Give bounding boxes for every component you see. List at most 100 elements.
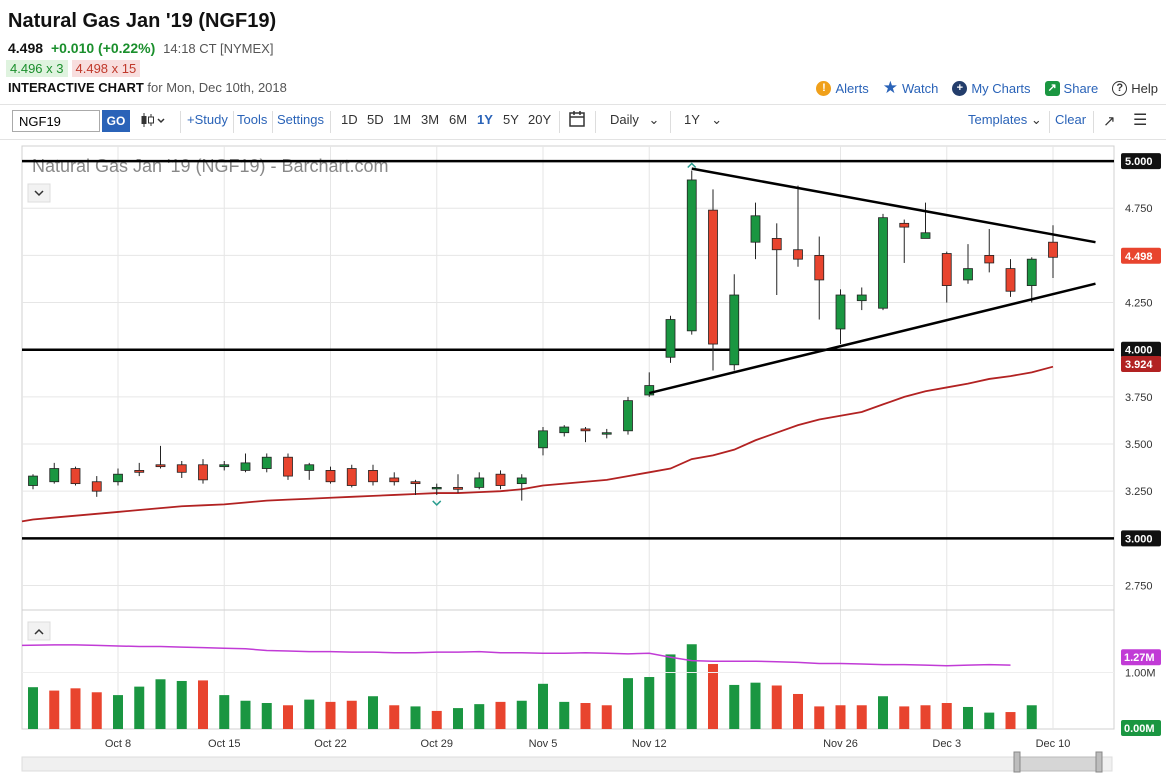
chevron-down-icon: ⌄ [648,112,660,127]
share-link[interactable]: ↗ Share [1044,80,1098,96]
candlestick-icon [141,113,165,127]
alert-icon: ! [816,80,832,96]
alerts-link[interactable]: ! Alerts [816,80,869,96]
range-value: 1Y [684,112,700,127]
y-tick-label: 2.750 [1125,580,1153,592]
help-link[interactable]: ? Help [1112,80,1158,96]
candle-body [878,217,888,309]
candle-body [856,294,867,302]
tools-button[interactable]: Tools [237,112,268,127]
bid-badge: 4.496 x 3 [6,60,68,77]
candle-body [495,473,506,486]
y-tick-label: 4.750 [1125,203,1153,215]
volume-bar [368,696,378,729]
draw-arrow-icon[interactable]: ↗ [1103,113,1116,130]
candlestick-type-icon[interactable] [140,110,172,133]
x-tick-label: Oct 8 [105,738,131,750]
chevron-down-icon: ⌄ [1030,112,1042,127]
volume-bar [49,690,60,729]
candle-body [899,222,910,228]
study-button[interactable]: +Study [187,112,228,127]
period-5y[interactable]: 5Y [503,112,519,127]
volume-bar [1005,712,1016,729]
watch-link[interactable]: ★ Watch [883,78,939,98]
x-tick-label: Nov 12 [632,738,667,750]
candle-body [240,462,251,471]
collapse-price-button [27,183,51,203]
period-1d[interactable]: 1D [341,112,358,127]
settings-button[interactable]: Settings [277,112,324,127]
candle-body [984,254,995,264]
volume-bar [878,696,888,729]
menu-icon[interactable]: ☰ [1133,112,1148,129]
volume-bar [559,701,570,729]
page-title: Natural Gas Jan '19 (NGF19) [8,10,277,32]
clear-button[interactable]: Clear [1055,112,1087,127]
price-chart[interactable]: Oct 8 Oct 15 Oct 22 Oct 29 Nov 5 Nov 12 Nov 26… [0,140,1166,776]
period-6m[interactable]: 6M [449,112,468,127]
volume-bar [431,710,442,729]
candle-body [941,253,952,286]
volume-bar [750,682,761,729]
candle-body [793,249,803,260]
volume-bar [70,688,81,729]
quote-row: 4.498 +0.010 (+0.22%) 14:18 CT [NYMEX] [8,40,273,56]
candle-body [346,468,357,486]
candle-body [304,464,315,471]
volume-bar [516,700,527,729]
x-tick-label: Oct 29 [421,738,453,750]
volume-bar [771,685,782,729]
volume-bar [601,705,612,729]
calendar-icon[interactable] [569,110,585,131]
interval-select[interactable]: Daily ⌄ [610,112,659,128]
period-3m[interactable]: 3M [421,112,440,127]
period-20y[interactable]: 20Y [528,112,552,127]
volume-bar [963,706,973,729]
volume-bar [580,703,591,729]
y-tick-label: 4.250 [1125,298,1153,310]
price-change: +0.010 (+0.22%) [50,40,156,56]
volume-bar [325,701,336,729]
candle-body [665,319,676,358]
my-charts-link[interactable]: + My Charts [952,80,1031,96]
range-select[interactable]: 1Y ⌄ [684,112,722,128]
x-tick-label: Nov 5 [529,738,558,750]
volume-ma-label: 1.27M [1124,652,1155,664]
volume-bar [113,695,123,729]
period-1m[interactable]: 1M [393,112,412,127]
candle-body [963,268,973,281]
templates-label: Templates [968,112,1028,127]
star-icon: ★ [882,78,898,97]
volume-bar [793,693,803,729]
symbol-input[interactable] [12,110,100,132]
candle-body [729,294,740,366]
volume-bar [856,705,867,729]
volume-bar [941,703,952,729]
trendline [691,167,1096,244]
templates-menu[interactable]: Templates ⌄ [968,112,1042,128]
header-links: ! Alerts ★ Watch + My Charts ↗ Share ? Help [816,78,1158,98]
volume-ma-label-box [1121,649,1161,666]
candle-body [389,477,400,483]
y-tick-label: 3.500 [1125,439,1153,451]
volume-bar [134,686,145,729]
candle-body [70,468,81,485]
quote-time: 14:18 CT [NYMEX] [163,41,274,56]
chart-title: Natural Gas Jan '19 (NGF19) - Barchart.c… [32,156,389,176]
volume-bar [410,706,421,729]
scrollbar-left-handle [1013,751,1021,773]
period-5d[interactable]: 5D [367,112,384,127]
volume-bar [219,695,230,729]
candle-body [920,232,931,239]
volume-bar [155,679,166,729]
volume-bar [453,708,463,729]
period-1y[interactable]: 1Y [477,112,493,127]
volume-bar [176,680,187,729]
ask-badge: 4.498 x 15 [71,60,141,77]
volume-bar [835,705,846,729]
share-icon: ↗ [1044,80,1060,96]
go-button[interactable]: GO [102,110,130,132]
level-label-box [1121,341,1161,358]
candle-body [198,464,208,481]
x-tick-label: Nov 26 [823,738,858,750]
